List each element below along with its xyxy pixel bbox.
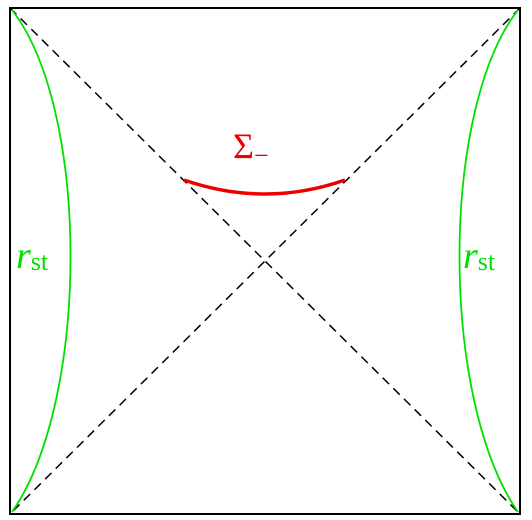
sigma-label: Σ−	[233, 126, 269, 170]
left-curve	[11, 9, 72, 513]
label-main: r	[463, 235, 478, 277]
sigma-curve	[183, 178, 346, 196]
left-label: rst	[16, 235, 49, 277]
right-curve	[458, 9, 519, 513]
right-label: rst	[463, 235, 496, 277]
label-subscript: st	[478, 247, 496, 276]
label-subscript: st	[31, 247, 49, 276]
label-subscript: −	[254, 141, 269, 170]
diagram-frame	[9, 7, 521, 515]
label-main: Σ	[233, 126, 254, 166]
label-main: r	[16, 235, 31, 277]
